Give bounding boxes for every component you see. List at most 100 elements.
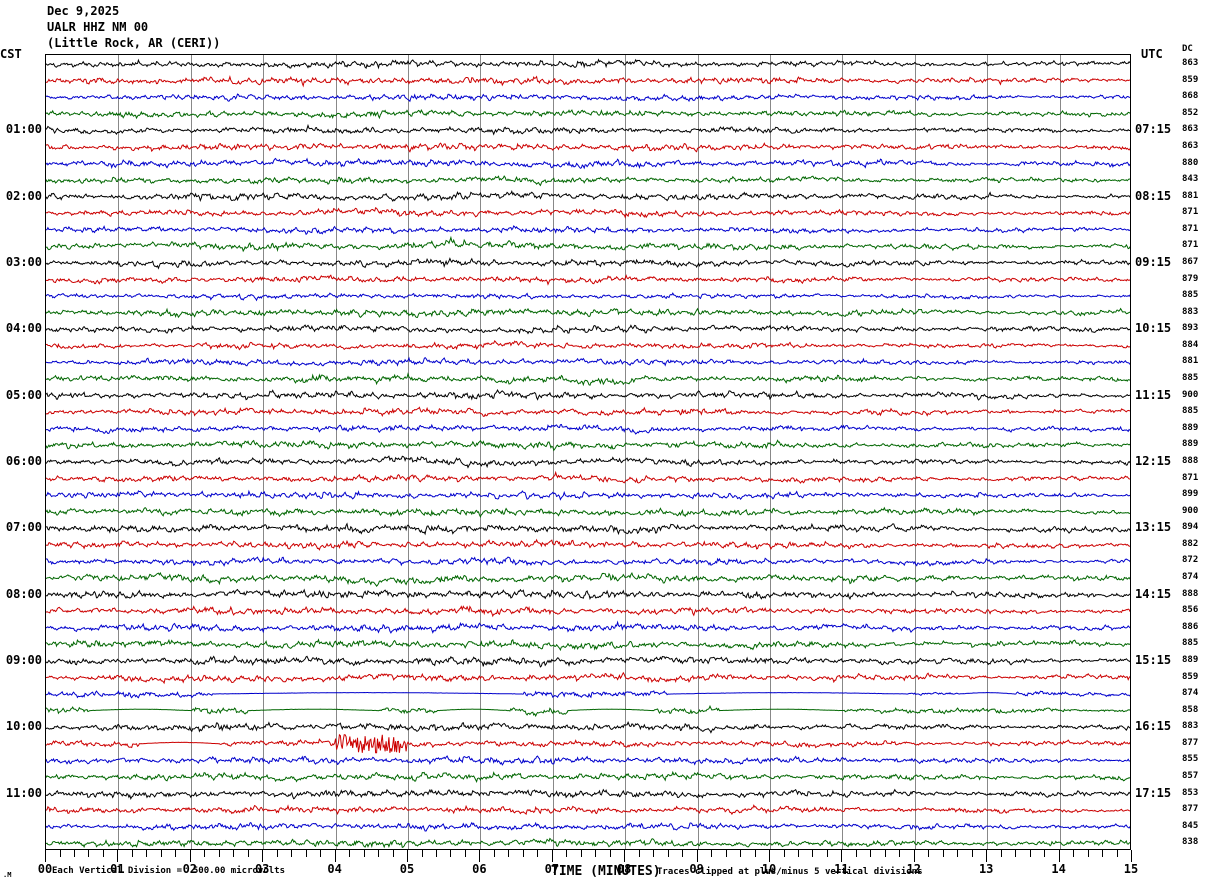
dc-value: 889: [1182, 654, 1199, 665]
x-axis-tick-label: 05: [399, 862, 415, 876]
seismic-trace: [46, 389, 1130, 401]
dc-value: 877: [1182, 804, 1199, 815]
dc-value: 889: [1182, 422, 1199, 433]
dc-value: 900: [1182, 505, 1199, 516]
seismic-trace: [46, 620, 1130, 634]
seismic-trace: [46, 406, 1130, 418]
x-axis-major-tick: [334, 850, 336, 862]
x-axis-minor-tick: [102, 850, 104, 857]
dc-value: 838: [1182, 837, 1199, 848]
x-axis-minor-tick: [349, 850, 351, 857]
seismic-trace: [46, 340, 1130, 351]
dc-value: 893: [1182, 323, 1199, 334]
x-axis-major-tick: [189, 850, 191, 862]
x-axis-tick-label: 09: [689, 862, 704, 876]
x-axis-minor-tick: [320, 850, 322, 857]
dc-value: 881: [1182, 190, 1199, 201]
seismic-trace: [46, 571, 1130, 588]
x-axis-tick-label: 06: [472, 862, 487, 876]
header-location: (Little Rock, AR (CERI)): [47, 36, 221, 50]
x-axis-minor-tick: [218, 850, 220, 857]
x-axis-title: TIME (MINUTES): [551, 864, 661, 879]
seismic-trace: [46, 489, 1130, 501]
seismogram-plot[interactable]: [45, 54, 1131, 850]
x-axis-ticks: 00 01 02 03 04 05 06 07 08 09 10 11 12 13 14 15: [38, 850, 1138, 876]
left-hour-label: 05:00: [5, 387, 42, 402]
seismic-trace: [46, 605, 1130, 618]
x-axis-minor-tick: [1029, 850, 1031, 857]
dc-value: 857: [1182, 770, 1199, 781]
x-axis-minor-tick: [971, 850, 973, 857]
x-axis-minor-tick: [378, 850, 379, 857]
x-axis-minor-tick: [291, 850, 293, 857]
x-axis-minor-tick: [725, 850, 727, 857]
x-axis-major-tick: [407, 850, 408, 862]
x-axis-minor-tick: [566, 850, 568, 857]
x-axis-tick-label: 01: [110, 862, 125, 876]
dc-value: 877: [1182, 737, 1199, 748]
clip-note: Traces clipped at plus/minus 5 vertical …: [657, 867, 923, 877]
seismic-trace: [46, 190, 1130, 203]
seismic-trace: [46, 690, 1130, 699]
x-axis-minor-tick: [826, 850, 828, 857]
left-hour-label: 10:00: [5, 719, 42, 734]
x-axis-major-tick: [769, 850, 770, 862]
seismic-trace: [46, 720, 1130, 734]
x-axis-minor-tick: [812, 850, 814, 857]
right-hour-label: 15:15: [1135, 652, 1172, 667]
dc-value: 863: [1182, 58, 1199, 68]
dc-value: 888: [1182, 455, 1199, 466]
dc-value: 874: [1182, 572, 1199, 582]
x-axis-tick-label: 10: [761, 862, 777, 876]
left-hour-label: 09:00: [5, 652, 42, 667]
x-axis-tick-label: 13: [978, 862, 994, 876]
dc-value: 894: [1182, 522, 1199, 533]
x-axis-tick-label: 11: [834, 862, 849, 876]
dc-value: 900: [1182, 389, 1199, 400]
right-hour-label: 08:15: [1135, 188, 1172, 203]
header-channel: UALR HHZ NM 00: [47, 20, 149, 34]
x-axis-minor-tick: [436, 850, 437, 857]
dc-value: 886: [1182, 621, 1199, 632]
dc-value: 856: [1182, 605, 1199, 616]
seismic-trace: [46, 274, 1130, 286]
right-hour-label: 10:15: [1135, 321, 1172, 336]
dc-value: 884: [1182, 339, 1199, 350]
left-hour-label: 03:00: [5, 255, 42, 269]
scale-note: Each Vertical Division = 500.00 microvol…: [52, 866, 285, 876]
x-axis-tick-label: 15: [1123, 862, 1139, 876]
header-date: Dec 9,2025: [47, 4, 120, 18]
x-axis-minor-tick: [88, 850, 90, 857]
x-axis-minor-tick: [855, 850, 857, 857]
seismic-trace: [46, 207, 1130, 219]
dc-value: 845: [1182, 820, 1199, 831]
left-hour-label: 07:00: [5, 520, 42, 535]
seismic-trace: [46, 588, 1130, 601]
dc-value: 843: [1182, 174, 1199, 185]
dc-value: 883: [1182, 306, 1199, 317]
dc-value: 885: [1182, 638, 1199, 649]
x-axis-minor-tick: [146, 850, 148, 857]
left-hour-label: 11:00: [5, 785, 42, 800]
seismic-trace: [46, 538, 1130, 551]
right-timezone-label: UTC: [1141, 47, 1163, 61]
left-hour-label: 04:00: [5, 321, 42, 336]
seismic-trace: [46, 142, 1130, 153]
x-axis-minor-tick: [522, 850, 524, 857]
dc-value: 871: [1182, 223, 1199, 234]
x-axis-minor-tick: [783, 850, 785, 857]
x-axis-major-tick: [696, 850, 698, 862]
dc-value: 885: [1182, 406, 1199, 417]
x-axis-minor-tick: [754, 850, 756, 857]
x-axis-major-tick: [551, 850, 553, 862]
scale-unit-prefix: .M: [3, 871, 12, 879]
seismic-trace: [46, 704, 1130, 718]
x-axis-minor-tick: [1102, 850, 1103, 857]
x-axis-minor-tick: [884, 850, 886, 857]
seismic-trace: [46, 439, 1130, 452]
x-axis-major-tick: [1131, 850, 1132, 862]
right-hour-label: 09:15: [1135, 255, 1172, 269]
dc-value: 885: [1182, 373, 1199, 383]
x-axis-tick-label: 04: [327, 862, 342, 876]
x-axis-minor-tick: [1044, 850, 1046, 857]
